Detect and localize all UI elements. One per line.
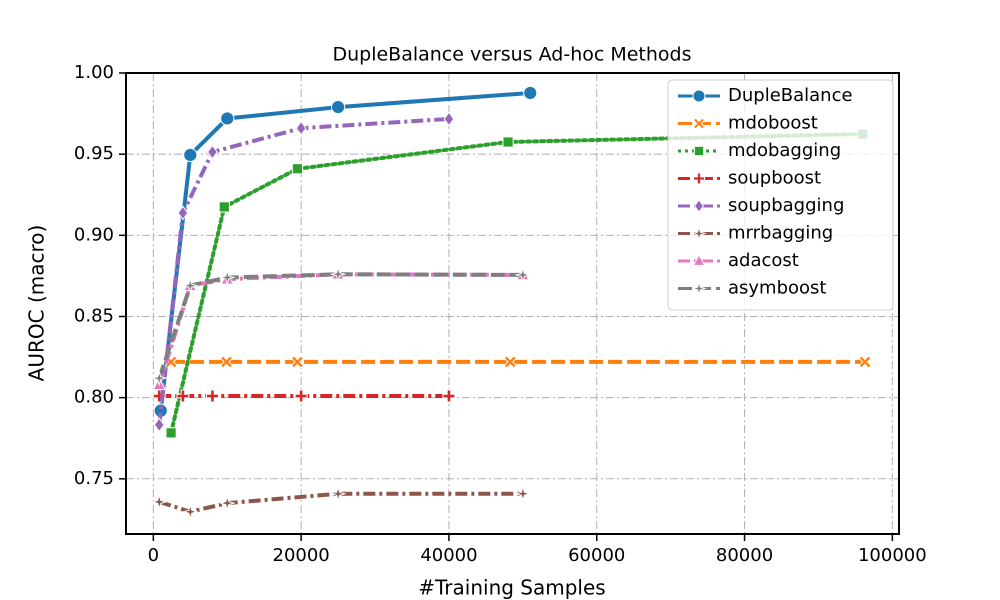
marker [218,494,236,512]
marker [205,389,219,403]
legend-label: mdobagging [728,140,841,161]
marker [294,389,308,403]
marker [693,172,705,185]
y-tick-label: 0.80 [74,387,114,408]
marker [150,493,168,511]
marker [295,120,307,136]
x-tick-label: 60000 [568,545,625,566]
marker [330,99,346,115]
legend-label: asymboost [728,278,826,299]
x-tick-label: 100000 [858,545,927,566]
marker [218,269,236,286]
marker [219,355,234,369]
legend-label: soupboost [728,168,821,189]
marker [503,355,517,369]
marker [290,355,305,369]
series-line [158,491,523,514]
legend-label: soupbagging [728,195,844,216]
legend-label: adacost [728,250,799,271]
marker [218,201,230,213]
marker [514,485,532,503]
marker [176,389,190,403]
marker [693,145,705,157]
marker [150,369,168,387]
x-tick-label: 0 [148,545,159,566]
marker [329,265,347,283]
y-tick-label: 0.85 [74,305,114,326]
y-axis-label: AUROC (macro) [25,225,49,382]
marker [153,417,165,433]
marker [502,136,514,148]
marker [181,503,199,521]
x-tick-label: 80000 [716,545,773,566]
y-tick-label: 1.00 [74,62,114,83]
marker [514,266,532,284]
marker [691,280,707,297]
marker [181,277,199,295]
y-tick-label: 0.95 [74,143,114,164]
legend-label: DupleBalance [728,85,853,106]
legend-label: mdoboost [728,113,818,134]
marker [443,111,455,127]
marker [692,89,706,103]
series-line [157,272,523,386]
marker [220,111,235,126]
marker [291,163,304,175]
x-axis-label: #Training Samples [418,576,605,600]
series-line [157,116,450,425]
y-tick-label: 0.75 [74,468,114,489]
marker [693,199,705,213]
marker [442,389,456,403]
marker [692,253,706,266]
marker [329,485,347,503]
marker [183,147,198,163]
legend-box [667,79,894,311]
chart-title: DupleBalance versus Ad-hoc Methods [332,44,691,66]
marker [177,205,189,221]
x-tick-label: 40000 [420,545,477,566]
marker [692,117,706,130]
x-tick-label: 20000 [273,545,330,566]
y-tick-label: 0.90 [74,224,114,245]
marker [858,355,872,369]
marker [207,144,218,160]
marker [165,427,177,439]
legend-label: mrrbagging [728,223,833,244]
marker [523,85,538,101]
marker [691,225,707,242]
axes-frame [125,72,900,535]
